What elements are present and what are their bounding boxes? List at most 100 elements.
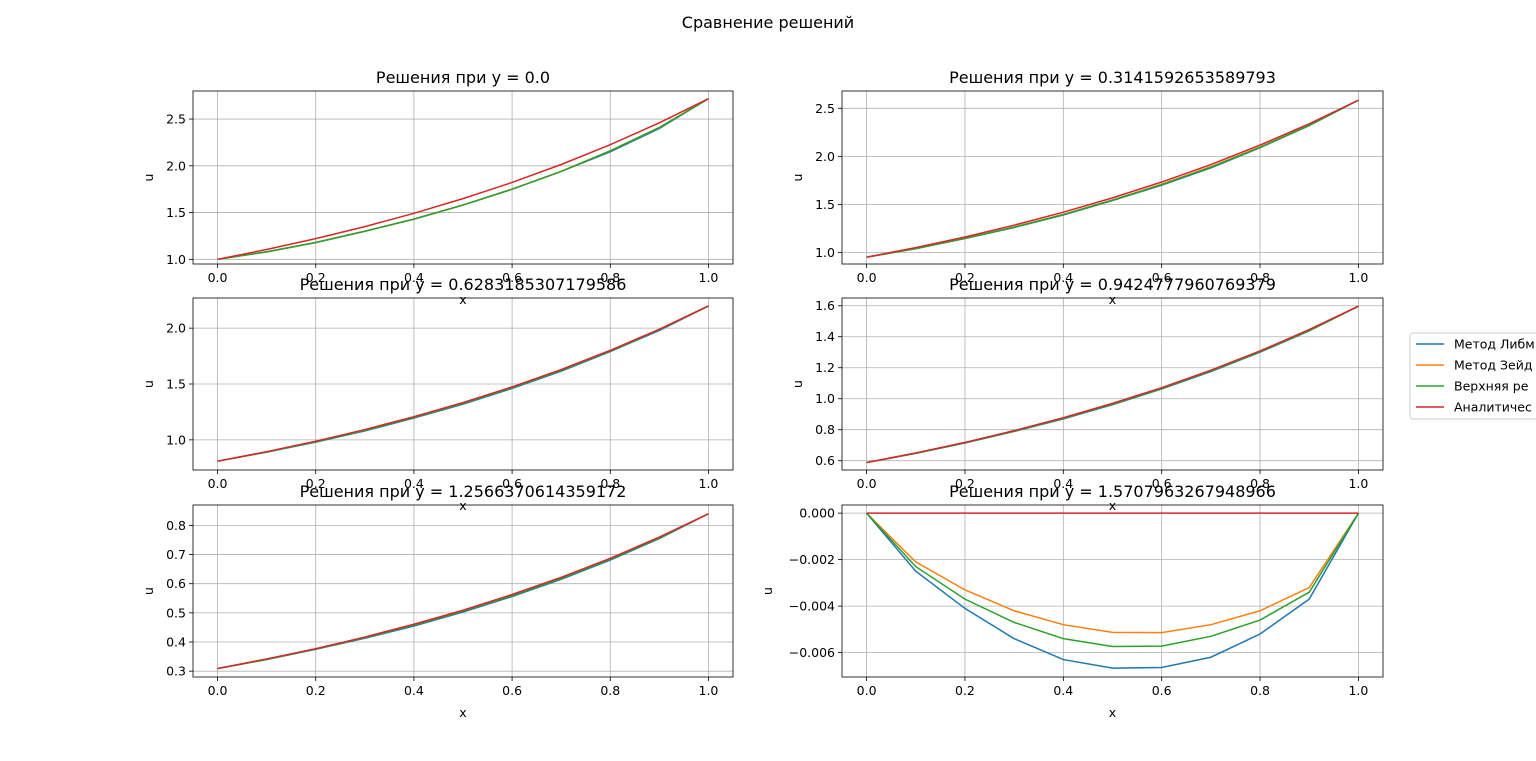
subplot-title: Решения при y = 0.3141592653589793 [949,68,1276,87]
y-tick-label: 2.5 [815,101,835,116]
x-tick-label: 1.0 [1348,270,1368,285]
series-line-4 [866,99,1359,258]
x-tick-label: 0.0 [208,270,228,285]
series-line-4 [217,513,709,670]
y-tick-label: 1.5 [166,377,186,392]
subplot-4: Решения при y = 0.9424777960769379 0.0 0.2… [790,275,1384,513]
y-axis-label: u [141,380,156,388]
y-tick-label: 0.6 [166,576,186,591]
x-tick-label: 0.4 [1053,476,1073,491]
x-tick-label: 0.4 [404,476,424,491]
y-tick-label: 0.000 [799,506,835,521]
y-tick-label: 1.6 [815,298,835,313]
y-tick-label: 1.5 [815,197,835,212]
axes-frame [192,504,734,678]
x-tick-label: 1.0 [1348,683,1368,698]
series-line-2 [866,512,1360,634]
y-tick-label: 1.5 [166,205,186,220]
x-tick-label: 0.6 [502,270,522,285]
y-tick-label: 0.3 [166,664,186,679]
x-tick-label: 0.8 [1250,683,1270,698]
x-tick-label: 0.2 [955,683,975,698]
x-tick-label: 0.2 [306,476,326,491]
y-tick-label: 1.2 [815,360,835,375]
x-tick-label: 0.8 [600,270,620,285]
series-line-3 [217,98,709,261]
y-axis-label: u [141,174,156,182]
legend-box [1409,332,1536,420]
axes-frame [841,297,1384,471]
x-tick-label: 1.0 [699,270,719,285]
y-axis-label: u [141,587,156,595]
subplot-title: Решения при y = 0.9424777960769379 [949,275,1276,294]
y-tick-label: 1.0 [166,252,186,267]
series-line-4 [217,305,709,462]
legend-label: Метод Либм [1454,337,1535,352]
y-tick-label: 0.6 [815,453,835,468]
legend-label: Аналитичес [1454,400,1532,415]
y-tick-label: 1.0 [166,432,186,447]
legend-label: Метод Зейд [1454,358,1533,373]
x-tick-label: 0.6 [1152,476,1172,491]
subplot-1: Решения при y = 0.0 0.0 0.2 0.4 0.6 0.8 1.0 1.0… [141,68,734,307]
y-tick-label: 1.4 [815,329,835,344]
axes-frame [841,90,1384,265]
x-tick-label: 0.0 [857,476,877,491]
y-tick-label: 2.5 [166,112,186,127]
x-tick-label: 0.0 [208,683,228,698]
legend-label: Верхняя ре [1454,379,1529,394]
y-tick-label: 0.4 [166,635,186,650]
y-axis-label: u [790,380,805,388]
x-axis-label: x [459,498,466,513]
y-tick-label: 2.0 [166,158,186,173]
y-tick-label: 2.0 [166,321,186,336]
subplot-6: Решения при y = 1.5707963267948966 0.0 0.2… [760,482,1384,720]
y-tick-label: 1.0 [815,391,835,406]
x-axis-label: x [459,292,466,307]
x-tick-label: 0.6 [502,683,522,698]
x-tick-label: 0.2 [955,476,975,491]
axes-frame [841,504,1384,678]
y-axis-label: u [760,587,775,595]
y-tick-label: −0.006 [789,645,835,660]
x-tick-label: 0.8 [1250,476,1270,491]
subplot-title: Решения при y = 0.0 [376,68,550,87]
x-axis-label: x [1109,498,1116,513]
series-line-4 [866,305,1359,464]
y-axis-label: u [790,174,805,182]
x-tick-label: 0.2 [306,683,326,698]
x-tick-label: 0.4 [1053,683,1073,698]
axes-frame [192,90,734,265]
x-tick-label: 0.8 [600,683,620,698]
subplot-3: Решения при y = 0.6283185307179586 0.0 0.2… [141,275,734,513]
x-tick-label: 0.0 [857,683,877,698]
series-line-3 [866,512,1360,648]
x-tick-label: 0.6 [1152,270,1172,285]
x-tick-label: 0.4 [1053,270,1073,285]
x-tick-label: 0.0 [208,476,228,491]
series-line-3 [866,99,1359,258]
y-tick-label: 1.0 [815,245,835,260]
y-tick-label: 0.8 [815,422,835,437]
figure-suptitle: Сравнение решений [682,13,854,32]
x-tick-label: 1.0 [699,683,719,698]
x-tick-label: 0.8 [600,476,620,491]
x-tick-label: 0.2 [306,270,326,285]
y-tick-label: 2.0 [815,149,835,164]
x-tick-label: 0.0 [857,270,877,285]
x-axis-label: x [1109,292,1116,307]
x-tick-label: 1.0 [699,476,719,491]
x-tick-label: 1.0 [1348,476,1368,491]
series-line-4 [217,97,709,261]
y-tick-label: −0.002 [789,552,835,567]
x-tick-label: 0.8 [1250,270,1270,285]
subplot-title: Решения при y = 0.6283185307179586 [300,275,627,294]
subplot-title: Решения при y = 1.2566370614359172 [300,482,627,501]
subplot-title: Решения при y = 1.5707963267948966 [949,482,1276,501]
x-tick-label: 0.4 [404,270,424,285]
subplot-5: Решения при y = 1.2566370614359172 0.0 0.2… [141,482,734,720]
x-axis-label: x [1109,705,1116,720]
x-tick-label: 0.6 [502,476,522,491]
x-tick-label: 0.4 [404,683,424,698]
